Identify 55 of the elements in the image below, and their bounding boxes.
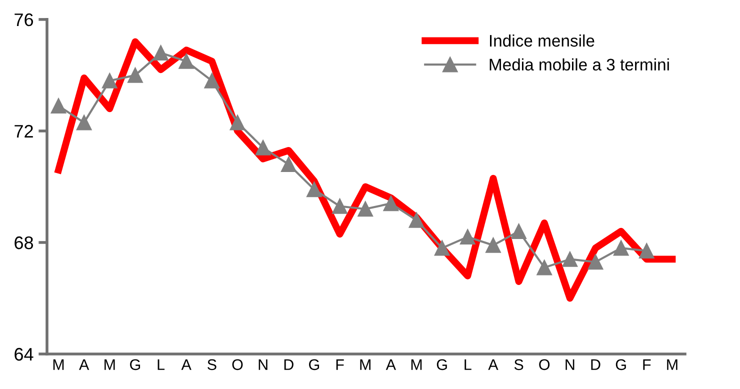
point xyxy=(434,240,450,256)
point xyxy=(460,229,476,245)
x-tick-label: D xyxy=(591,359,600,370)
x-tick-label: G xyxy=(309,359,320,370)
x-tick-label: F xyxy=(336,359,344,370)
x-tick-label: N xyxy=(566,359,574,370)
x-tick-label: O xyxy=(539,359,550,370)
x-tick-label: S xyxy=(514,359,524,370)
point xyxy=(102,73,118,88)
y-tick-label: 64 xyxy=(14,348,34,361)
x-tick-label: G xyxy=(436,359,447,370)
point xyxy=(536,260,552,276)
x-tick-label: M xyxy=(667,359,678,370)
x-tick-label: M xyxy=(53,359,64,370)
x-tick-label: M xyxy=(411,359,422,370)
point xyxy=(486,238,501,253)
point xyxy=(639,243,654,258)
point xyxy=(128,68,143,83)
point xyxy=(306,182,322,198)
point xyxy=(76,114,92,130)
x-tick-label: O xyxy=(232,359,243,370)
y-tick-label: 68 xyxy=(14,236,34,250)
point xyxy=(178,54,194,69)
x-tick-label: G xyxy=(130,359,140,370)
point xyxy=(230,114,246,130)
point xyxy=(153,45,168,61)
point xyxy=(588,254,604,270)
x-tick-label: F xyxy=(643,359,651,370)
x-tick-label: G xyxy=(616,359,626,370)
point xyxy=(562,252,578,267)
x-tick-label: D xyxy=(284,359,294,370)
point xyxy=(408,212,424,228)
point xyxy=(613,240,629,256)
y-tick-label: 76 xyxy=(14,13,34,26)
point xyxy=(204,73,220,88)
point xyxy=(511,224,526,239)
point xyxy=(50,98,66,114)
point xyxy=(255,140,271,156)
point xyxy=(383,196,399,212)
x-tick-label: M xyxy=(360,359,370,370)
x-tick-label: L xyxy=(158,359,165,370)
y-tick-label: 72 xyxy=(14,124,33,138)
x-tick-label: A xyxy=(79,359,90,370)
legend-label: Media mobile a 3 termini xyxy=(490,58,669,71)
x-tick-label: N xyxy=(258,359,268,370)
x-tick-label: M xyxy=(104,359,115,370)
x-tick-label: L xyxy=(464,359,472,370)
point xyxy=(281,156,296,172)
x-tick-label: A xyxy=(386,359,396,370)
x-tick-label: S xyxy=(208,359,216,370)
legend-label: Indice mensile xyxy=(490,34,594,47)
x-tick-label: A xyxy=(181,359,192,370)
point xyxy=(358,201,373,217)
x-tick-label: A xyxy=(488,359,498,370)
point xyxy=(332,198,348,214)
